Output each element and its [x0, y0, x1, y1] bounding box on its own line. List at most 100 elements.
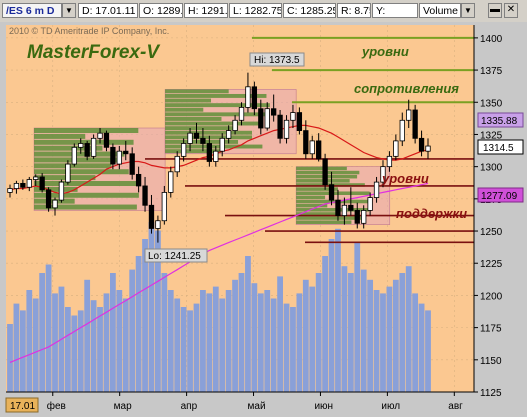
- candle-body: [303, 130, 309, 155]
- volume-bar: [412, 293, 419, 392]
- volume-bar: [212, 286, 219, 392]
- volume-bar: [238, 273, 245, 392]
- volume-bar: [64, 307, 71, 392]
- candle-body: [180, 143, 187, 157]
- candle-body: [193, 132, 200, 139]
- candlestick-series: [7, 72, 431, 243]
- hi-label-text: Hi: 1373.5: [254, 55, 300, 66]
- volume-bar: [84, 279, 91, 392]
- volume-bar: [296, 293, 303, 392]
- profile-bar: [165, 149, 222, 154]
- volume-bar: [354, 242, 361, 392]
- candle-body: [367, 197, 373, 211]
- volume-bar: [142, 239, 148, 392]
- profile-bar: [165, 93, 267, 98]
- volume-bar: [32, 298, 39, 392]
- volume-bar: [26, 290, 33, 392]
- candle-body: [187, 132, 193, 144]
- x-tick-label: мар: [114, 401, 132, 412]
- candle-body: [148, 204, 155, 229]
- candle-body: [290, 112, 296, 121]
- candle-body: [174, 155, 180, 173]
- volume-bar: [77, 310, 84, 392]
- volume-bar: [161, 273, 168, 392]
- volume-bar: [155, 230, 161, 392]
- close-icon[interactable]: ✕: [504, 3, 518, 18]
- y-tick-label: 1125: [480, 388, 502, 399]
- candle-body: [71, 146, 77, 165]
- volume-bar: [90, 300, 97, 392]
- profile-bar: [165, 103, 270, 108]
- volume-bar: [97, 307, 103, 392]
- candle-body: [155, 220, 161, 229]
- price-tag-2: 1314.5: [477, 139, 524, 155]
- volume-bar: [315, 273, 322, 392]
- y-tick-label: 1325: [480, 130, 503, 141]
- volume-bar: [257, 293, 264, 392]
- profile-bar: [34, 163, 112, 169]
- symbol-field[interactable]: /ES 6 m D: [2, 3, 62, 18]
- volume-bar: [167, 290, 174, 392]
- volume-bar: [302, 279, 309, 392]
- volume-bar: [328, 239, 335, 392]
- volume-bar: [129, 269, 136, 392]
- candle-body: [348, 204, 354, 211]
- ma-long-line: [9, 182, 429, 363]
- minimize-icon[interactable]: ▬: [488, 3, 502, 18]
- volume-bar: [309, 286, 316, 392]
- candle-body: [135, 173, 142, 187]
- candle-body: [78, 143, 84, 148]
- price-tag-1-text: 1335.88: [481, 116, 518, 127]
- profile-bar: [296, 166, 347, 171]
- candle-body: [26, 179, 32, 188]
- date-readout: D: 17.01.11: [78, 3, 138, 18]
- chart-toolbar: /ES 6 m D ▼ D: 17.01.11 O: 1289.5 H: 129…: [0, 0, 527, 23]
- candle-body: [97, 132, 103, 139]
- profile-bar: [34, 133, 86, 139]
- low-readout: L: 1282.75: [229, 3, 282, 18]
- candle-body: [328, 184, 335, 201]
- profile-bar: [296, 199, 372, 204]
- y-tick-label: 1150: [480, 356, 502, 367]
- volume-bar: [283, 303, 290, 392]
- candle-body: [341, 204, 348, 216]
- high-readout: H: 1291.5: [184, 3, 228, 18]
- volume-bar: [13, 303, 20, 392]
- candle-body: [418, 137, 425, 152]
- candle-body: [168, 171, 174, 193]
- profile-bar: [34, 192, 139, 198]
- date-tag-text: 17.01: [10, 401, 35, 412]
- y-tick-label: 1375: [480, 66, 503, 77]
- volume-bar: [135, 256, 142, 392]
- candle-body: [316, 140, 322, 160]
- symbol-dropdown-icon[interactable]: ▼: [62, 3, 76, 18]
- volume-bar: [187, 310, 193, 392]
- brand-watermark: MasterForex-V: [27, 42, 160, 63]
- volume-bar: [109, 273, 116, 392]
- candle-body: [13, 182, 20, 189]
- price-tag-2-text: 1314.5: [483, 143, 514, 154]
- price-tag-3: 1277.09: [477, 187, 524, 203]
- volume-dropdown-icon[interactable]: ▼: [461, 3, 475, 18]
- candle-body: [354, 210, 360, 224]
- resistance-label-line2: сопротивления: [354, 81, 459, 96]
- candle-body: [271, 108, 277, 116]
- candle-body: [380, 166, 386, 183]
- price-tag-3-text: 1277.09: [481, 191, 518, 202]
- volume-bar: [225, 290, 232, 392]
- volume-bar: [180, 307, 187, 392]
- candle-body: [296, 112, 303, 131]
- candle-body: [39, 176, 45, 191]
- volume-bar: [418, 303, 425, 392]
- price-chart[interactable]: 1125115011751200122512501275130013251350…: [0, 22, 527, 417]
- profile-bar: [296, 208, 370, 212]
- resistance-label-line1: уровни: [361, 44, 409, 59]
- candle-body: [393, 140, 399, 157]
- volume-bar: [341, 266, 348, 392]
- volume-bar: [367, 279, 374, 392]
- volume-bar: [405, 266, 412, 392]
- y-tick-label: 1350: [480, 98, 503, 109]
- volume-bar: [103, 293, 110, 392]
- open-readout: O: 1289.5: [139, 3, 183, 18]
- profile-bar: [34, 139, 134, 145]
